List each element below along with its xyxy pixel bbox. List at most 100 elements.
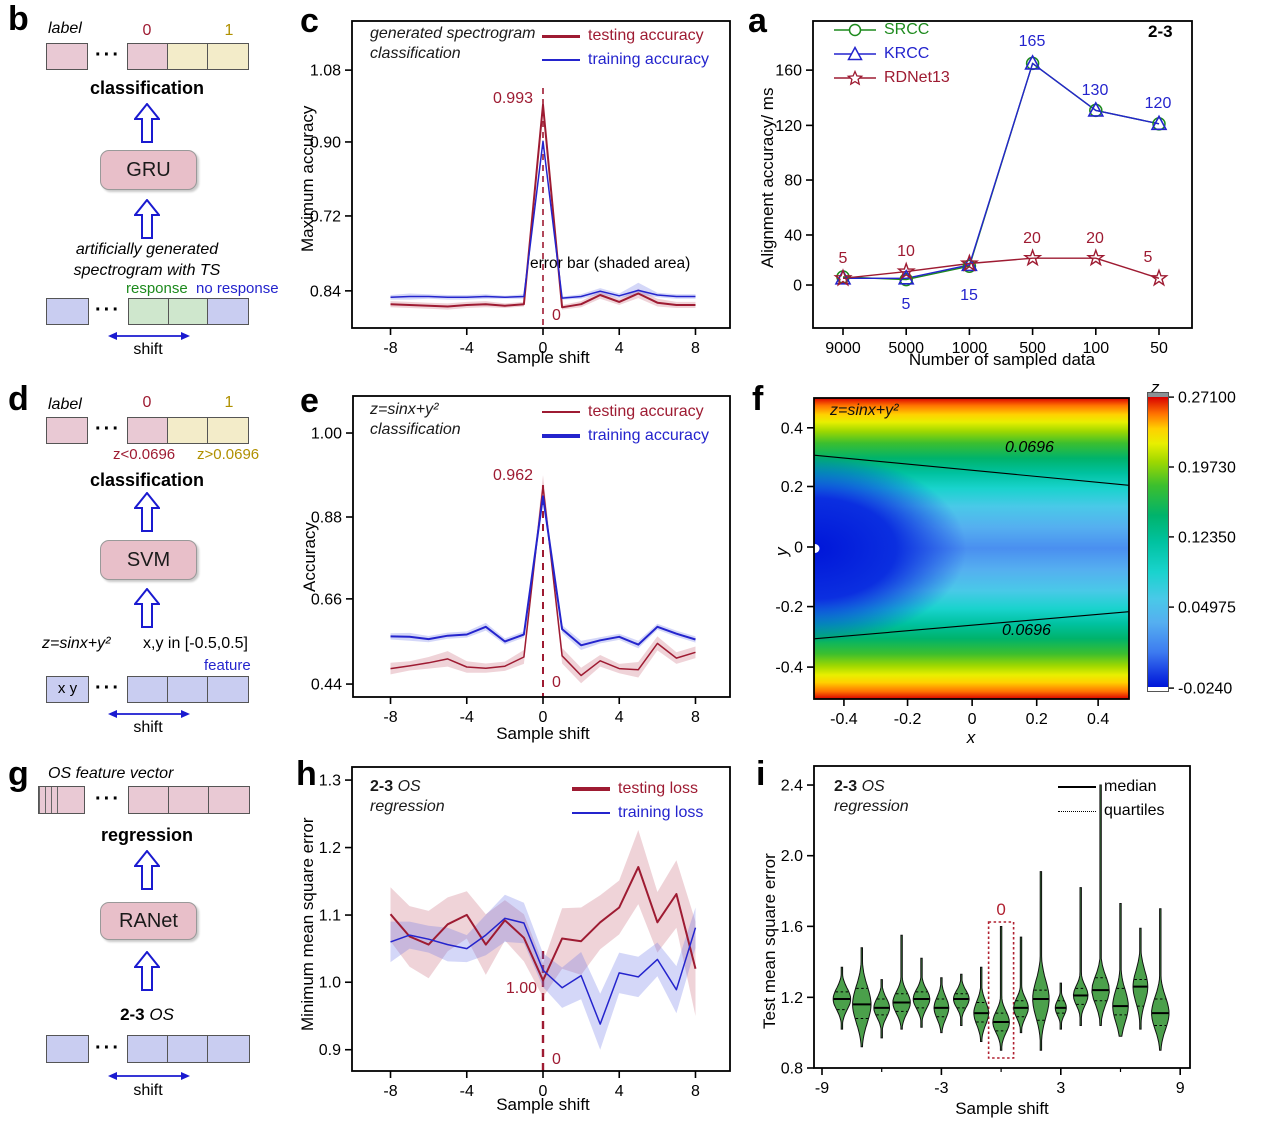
feature-label: feature (204, 657, 251, 674)
panel-e: e z=sinx+y² classification testing accur… (290, 380, 740, 755)
ranet-box: RANet (100, 902, 197, 940)
violin (1032, 871, 1050, 1051)
annotation: 20 (1086, 230, 1104, 247)
tick-label: -8 (383, 709, 397, 726)
panel-letter-g: g (8, 755, 29, 793)
class-1-label: 1 (224, 394, 234, 411)
srcc-marker-icon (834, 23, 876, 37)
error-band (390, 475, 696, 684)
tick-label: 1.1 (319, 908, 341, 925)
panel-letter-b: b (8, 0, 29, 38)
panel-a-legend: SRCC KRCC RDNet13 (832, 18, 950, 90)
label-cell (46, 417, 88, 444)
ellipsis: ··· (95, 788, 121, 810)
response-cell-1 (128, 298, 169, 325)
os-caption-bold: 2-3 (120, 1005, 145, 1024)
panel-f-x-axis-label: x (966, 728, 976, 747)
label-cell-1a (167, 43, 208, 70)
annotation: 5 (902, 296, 911, 313)
tick-label: 0.8 (781, 1061, 803, 1078)
regression-caption: regression (100, 825, 194, 845)
srcc-point (1152, 117, 1166, 131)
z-greater-label: z>0.0696 (197, 446, 260, 463)
input-caption: artificially generated spectrogram with … (27, 240, 267, 282)
tick-label: 2.0 (781, 848, 803, 865)
rdnet13-point (1149, 268, 1169, 287)
zero-shift-highlight-box (987, 921, 1015, 1059)
panel-e-title-line1: z=sinx+y² (370, 401, 439, 418)
legend-krcc: KRCC (884, 45, 930, 62)
ellipsis: ··· (95, 299, 121, 321)
label-cell-1b (207, 43, 249, 70)
panel-i-title: 2-3 OS regression (834, 777, 909, 817)
krcc-point (1150, 114, 1168, 131)
panel-f: f z=sinx+y² z y x 0.0696 0.0696 0.4 0.2 0 -0.… (740, 378, 1266, 755)
colorbar-tick-label: 0.04975 (1178, 600, 1236, 617)
shift-caption: shift (133, 1082, 163, 1099)
tick-label: -0.2 (775, 599, 803, 616)
panel-h-title-line2: regression (370, 798, 445, 815)
tick-label: 0.2 (781, 479, 803, 496)
shift-arrow-icon (108, 710, 190, 718)
tick-label: -8 (383, 340, 397, 357)
violin (953, 973, 970, 1026)
panel-c-title-line2: classification (370, 45, 461, 62)
series-line (390, 103, 696, 309)
tick-label: -0.2 (894, 711, 922, 728)
panel-i-title-bold: 2-3 (834, 778, 858, 795)
shift-arrow-icon (108, 1072, 190, 1080)
tick-label: 0 (794, 539, 803, 556)
tick-label: 1.6 (781, 919, 803, 936)
tick-label: 0.2 (1026, 711, 1048, 728)
tick-label: 160 (775, 63, 802, 80)
panel-letter-d: d (8, 380, 29, 418)
tick-label: 0.66 (311, 591, 342, 608)
violin (992, 926, 1010, 1051)
panel-h-y-axis-label: Minimum mean square error (298, 817, 317, 1031)
annotation: 15 (960, 287, 978, 304)
error-band (390, 103, 696, 310)
ellipsis: ··· (95, 1037, 121, 1059)
panel-letter-c: c (300, 2, 319, 40)
rdnet13-point (896, 261, 916, 280)
input-caption-line2: spectrogram with TS (73, 261, 221, 279)
input-cell-1 (127, 1035, 168, 1063)
rdnet13-point (1022, 248, 1043, 267)
panel-a-y-axis-label: Alignment accuracy/ ms (758, 87, 777, 268)
violin (832, 966, 852, 1030)
errorbar-note: error bar (shaded area) (530, 255, 691, 272)
violin (1132, 927, 1149, 1030)
legend-rdnet13: RDNet13 (884, 69, 950, 86)
annotation: 130 (1082, 82, 1109, 99)
ellipsis: ··· (95, 44, 121, 66)
error-band (390, 894, 696, 1050)
panel-e-title: z=sinx+y² classification (370, 400, 461, 440)
colorbar-tick-label: 0.19730 (1178, 460, 1236, 477)
annotation: 0 (552, 674, 561, 691)
tick-label: 0.9 (319, 1042, 341, 1059)
panel-i-title-line2: regression (834, 798, 909, 815)
colorbar-tick-label: 0.12350 (1178, 529, 1236, 546)
panel-c-title: generated spectrogram classification (370, 24, 535, 64)
series-line (842, 257, 1160, 279)
tick-label: 0.44 (311, 677, 342, 694)
tick-label: -3 (934, 1080, 948, 1097)
tick-label: 8 (691, 709, 700, 726)
annotation: 0.993 (493, 90, 533, 107)
up-arrow-icon (134, 492, 160, 532)
panel-c-x-axis-label: Sample shift (496, 348, 590, 367)
panel-c-legend: testing accuracy training accuracy (542, 24, 709, 72)
input-cell-2 (167, 1035, 208, 1063)
annotation: 0 (552, 307, 561, 324)
label-cell-0 (127, 417, 168, 444)
colorbar (1147, 392, 1169, 692)
response-cell-2 (168, 298, 208, 325)
panel-i-title-italic: OS (861, 778, 885, 795)
legend-quartiles: quartiles (1104, 802, 1165, 819)
svm-box: SVM (100, 540, 197, 580)
panel-e-title-line2: classification (370, 421, 461, 438)
tick-label: 1.00 (311, 426, 342, 443)
violin (1072, 887, 1089, 1026)
testing-line-swatch (572, 787, 610, 791)
